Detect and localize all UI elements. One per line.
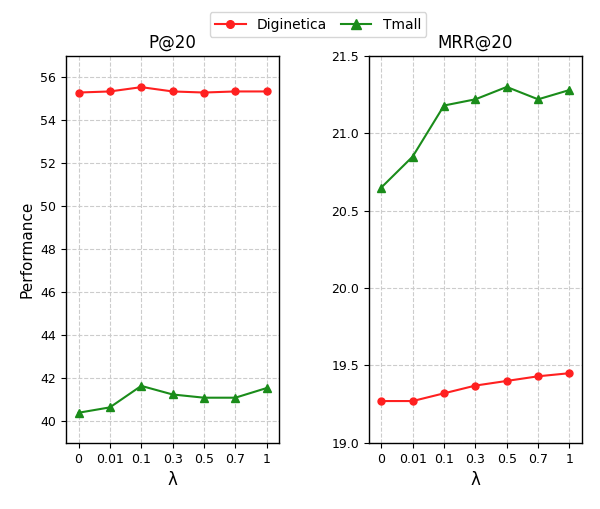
- Title: MRR@20: MRR@20: [438, 34, 513, 51]
- Diginetica: [472, 383, 479, 389]
- Tmall: [409, 154, 416, 160]
- Legend: Diginetica, Tmall: Diginetica, Tmall: [209, 12, 427, 37]
- Diginetica: [566, 370, 573, 376]
- Tmall: [263, 385, 270, 391]
- Diginetica: [503, 378, 511, 384]
- Diginetica: [263, 89, 270, 95]
- Tmall: [440, 102, 448, 108]
- Diginetica: [200, 90, 208, 96]
- Y-axis label: Performance: Performance: [20, 201, 35, 298]
- Tmall: [75, 410, 82, 416]
- Tmall: [472, 96, 479, 102]
- Diginetica: [106, 89, 113, 95]
- Tmall: [200, 394, 208, 401]
- X-axis label: λ: λ: [470, 471, 481, 489]
- Line: Diginetica: Diginetica: [378, 370, 573, 405]
- Diginetica: [232, 89, 239, 95]
- Diginetica: [378, 398, 385, 404]
- Tmall: [169, 391, 176, 398]
- Tmall: [566, 87, 573, 93]
- Diginetica: [409, 398, 416, 404]
- Tmall: [137, 383, 145, 389]
- Tmall: [106, 404, 113, 410]
- Diginetica: [75, 90, 82, 96]
- Tmall: [535, 96, 542, 102]
- Tmall: [503, 84, 511, 90]
- Diginetica: [535, 373, 542, 379]
- X-axis label: λ: λ: [167, 471, 178, 489]
- Title: P@20: P@20: [149, 34, 197, 51]
- Line: Tmall: Tmall: [74, 382, 271, 417]
- Diginetica: [440, 390, 448, 397]
- Line: Tmall: Tmall: [377, 83, 574, 192]
- Line: Diginetica: Diginetica: [75, 83, 270, 96]
- Tmall: [232, 394, 239, 401]
- Diginetica: [169, 89, 176, 95]
- Diginetica: [137, 84, 145, 90]
- Tmall: [378, 184, 385, 190]
